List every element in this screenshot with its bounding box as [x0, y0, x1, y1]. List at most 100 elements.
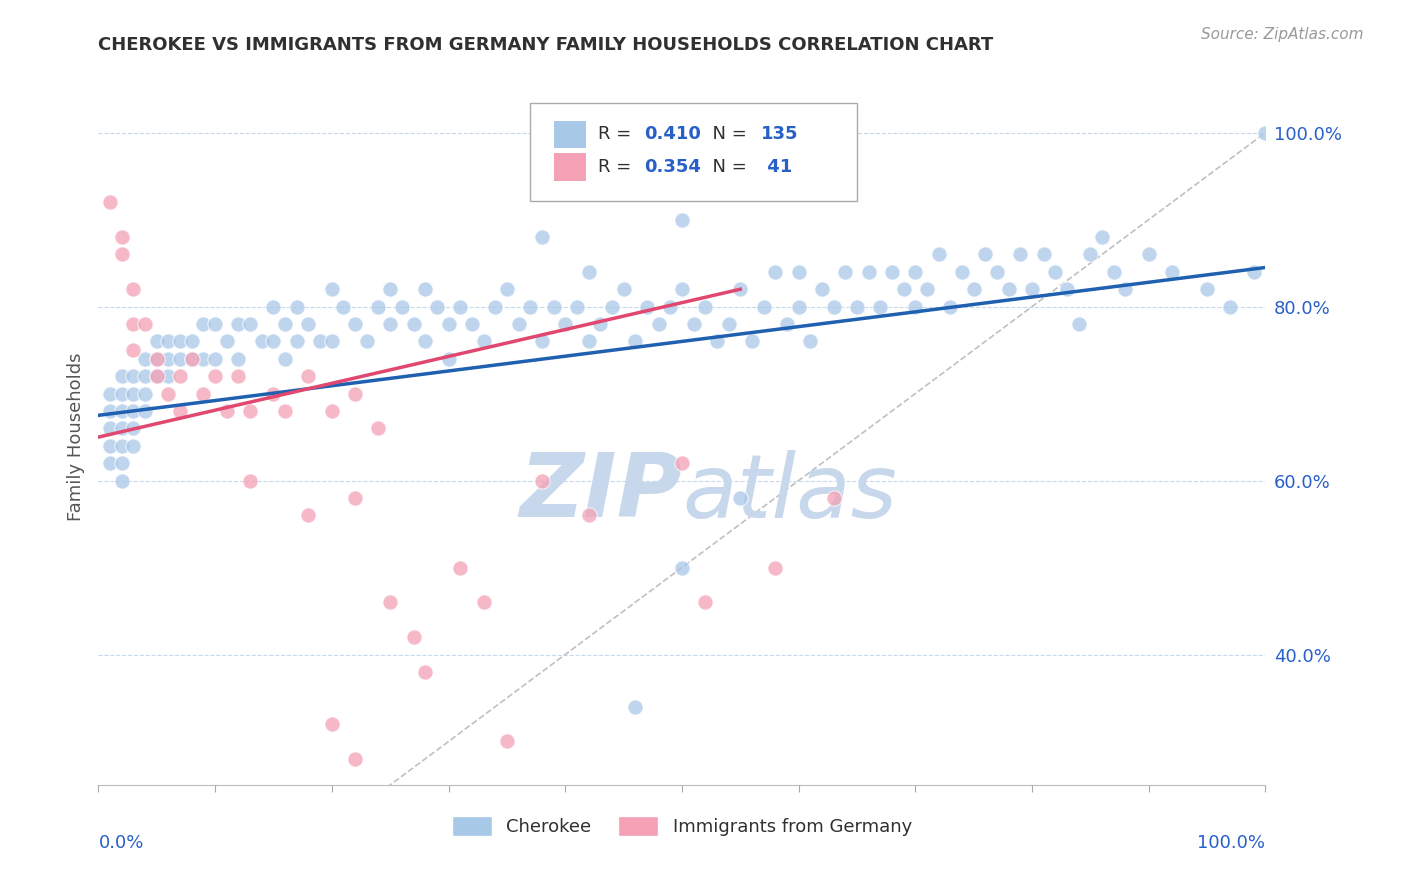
Point: [134, 317, 156, 331]
Point: [157, 369, 180, 384]
Point: [228, 351, 250, 366]
Point: [344, 491, 367, 505]
Point: [1080, 247, 1102, 261]
Point: [413, 282, 436, 296]
Point: [904, 300, 927, 314]
Point: [449, 560, 471, 574]
Point: [823, 491, 845, 505]
Point: [262, 386, 284, 401]
Point: [624, 334, 647, 349]
Text: R =: R =: [598, 126, 637, 144]
Point: [111, 230, 134, 244]
Point: [530, 230, 553, 244]
Point: [589, 317, 612, 331]
Point: [763, 265, 786, 279]
Point: [169, 404, 191, 418]
Point: [1114, 282, 1136, 296]
Point: [122, 343, 145, 357]
Point: [413, 334, 436, 349]
Point: [1032, 247, 1054, 261]
Point: [239, 317, 262, 331]
Point: [111, 404, 134, 418]
Point: [122, 386, 145, 401]
Point: [215, 334, 238, 349]
Point: [134, 404, 156, 418]
Point: [1045, 265, 1067, 279]
Point: [402, 630, 425, 644]
Point: [134, 369, 156, 384]
Point: [309, 334, 332, 349]
Point: [659, 300, 682, 314]
Point: [344, 317, 367, 331]
Point: [204, 351, 226, 366]
Point: [1010, 247, 1032, 261]
FancyBboxPatch shape: [530, 103, 858, 201]
Point: [519, 300, 541, 314]
Text: ZIP: ZIP: [519, 450, 682, 536]
Point: [262, 300, 284, 314]
Point: [274, 317, 297, 331]
Point: [682, 317, 704, 331]
Point: [344, 386, 367, 401]
Point: [624, 699, 647, 714]
Point: [321, 282, 343, 296]
Point: [578, 508, 600, 523]
Point: [600, 300, 623, 314]
Point: [950, 265, 973, 279]
Point: [578, 334, 600, 349]
Text: R =: R =: [598, 158, 637, 176]
Point: [904, 265, 927, 279]
Point: [193, 386, 215, 401]
Point: [402, 317, 425, 331]
Point: [530, 334, 553, 349]
Point: [1137, 247, 1160, 261]
Text: 100.0%: 100.0%: [1198, 834, 1265, 852]
Point: [730, 282, 752, 296]
Point: [380, 317, 402, 331]
Point: [111, 421, 134, 435]
FancyBboxPatch shape: [554, 153, 586, 181]
Point: [180, 334, 202, 349]
Point: [530, 474, 553, 488]
Point: [695, 300, 717, 314]
Point: [695, 595, 717, 609]
Point: [98, 456, 121, 470]
Text: Source: ZipAtlas.com: Source: ZipAtlas.com: [1201, 27, 1364, 42]
Point: [250, 334, 273, 349]
Point: [380, 595, 402, 609]
Point: [671, 282, 693, 296]
Point: [472, 595, 495, 609]
Point: [180, 351, 202, 366]
Point: [565, 300, 588, 314]
Point: [484, 300, 506, 314]
Text: atlas: atlas: [682, 450, 897, 536]
Point: [98, 439, 121, 453]
Point: [321, 334, 343, 349]
Point: [1102, 265, 1125, 279]
Point: [169, 369, 191, 384]
Text: 0.0%: 0.0%: [98, 834, 143, 852]
Point: [1067, 317, 1090, 331]
Point: [262, 334, 284, 349]
Point: [893, 282, 915, 296]
Point: [134, 386, 156, 401]
Point: [274, 404, 297, 418]
Point: [880, 265, 903, 279]
Point: [297, 508, 319, 523]
Point: [204, 369, 226, 384]
Point: [578, 265, 600, 279]
Point: [939, 300, 962, 314]
Point: [157, 386, 180, 401]
Point: [146, 351, 169, 366]
Point: [1243, 265, 1265, 279]
Point: [122, 404, 145, 418]
Text: 135: 135: [761, 126, 799, 144]
Point: [1161, 265, 1184, 279]
Point: [554, 317, 576, 331]
Point: [134, 351, 156, 366]
Point: [228, 317, 250, 331]
Point: [1056, 282, 1078, 296]
Point: [111, 369, 134, 384]
Point: [741, 334, 763, 349]
Point: [274, 351, 297, 366]
